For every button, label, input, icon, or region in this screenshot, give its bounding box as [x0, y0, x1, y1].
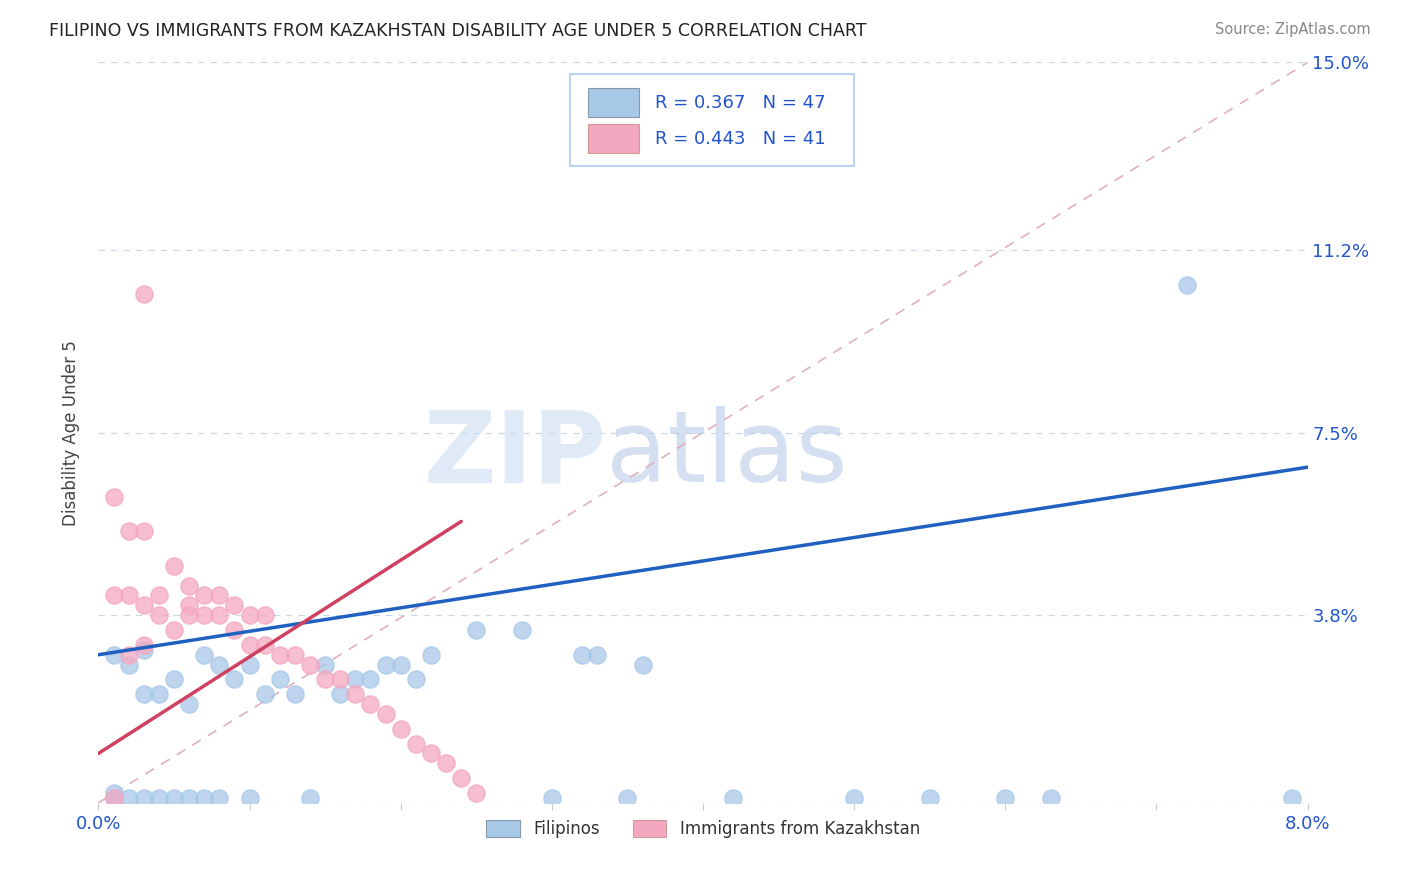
FancyBboxPatch shape	[588, 124, 638, 153]
Point	[118, 657, 141, 672]
Point	[163, 790, 186, 805]
Point	[994, 790, 1017, 805]
Point	[284, 687, 307, 701]
Point	[148, 589, 170, 603]
Point	[179, 599, 201, 613]
Point	[208, 790, 231, 805]
Point	[616, 790, 638, 805]
Point	[360, 673, 382, 687]
Point	[132, 687, 155, 701]
Point	[586, 648, 609, 662]
Point	[224, 599, 246, 613]
Point	[163, 673, 186, 687]
Point	[148, 687, 170, 701]
Y-axis label: Disability Age Under 5: Disability Age Under 5	[62, 340, 80, 525]
Point	[329, 687, 352, 701]
Point	[148, 608, 170, 623]
Point	[1281, 790, 1303, 805]
Point	[239, 608, 262, 623]
Point	[405, 673, 427, 687]
Point	[132, 524, 155, 539]
Text: R = 0.367   N = 47: R = 0.367 N = 47	[655, 95, 825, 112]
Point	[389, 722, 412, 736]
Point	[374, 657, 396, 672]
Point	[723, 790, 745, 805]
Point	[314, 657, 336, 672]
Point	[374, 706, 396, 721]
Point	[329, 673, 352, 687]
Point	[844, 790, 866, 805]
Point	[450, 771, 472, 785]
Point	[269, 648, 291, 662]
Point	[571, 648, 593, 662]
Point	[163, 623, 186, 637]
Point	[405, 737, 427, 751]
Point	[360, 697, 382, 711]
Legend: Filipinos, Immigrants from Kazakhstan: Filipinos, Immigrants from Kazakhstan	[478, 812, 928, 847]
Point	[465, 786, 488, 800]
Point	[208, 589, 231, 603]
Point	[465, 623, 488, 637]
Point	[118, 790, 141, 805]
Point	[179, 790, 201, 805]
Point	[344, 687, 367, 701]
Text: ZIP: ZIP	[423, 407, 606, 503]
Point	[299, 657, 322, 672]
Point	[918, 790, 941, 805]
Point	[239, 657, 262, 672]
Point	[132, 599, 155, 613]
Text: Source: ZipAtlas.com: Source: ZipAtlas.com	[1215, 22, 1371, 37]
Point	[132, 642, 155, 657]
Point	[253, 608, 276, 623]
Point	[148, 790, 170, 805]
Point	[118, 648, 141, 662]
Point	[132, 287, 155, 301]
Text: R = 0.443   N = 41: R = 0.443 N = 41	[655, 129, 825, 148]
Point	[179, 579, 201, 593]
Point	[239, 790, 262, 805]
Point	[103, 790, 125, 805]
Point	[193, 790, 215, 805]
Point	[193, 648, 215, 662]
Point	[103, 786, 125, 800]
Point	[389, 657, 412, 672]
Point	[163, 558, 186, 573]
Point	[253, 687, 276, 701]
Point	[1175, 277, 1198, 292]
Point	[631, 657, 654, 672]
Point	[118, 524, 141, 539]
Point	[284, 648, 307, 662]
Point	[103, 648, 125, 662]
Point	[103, 490, 125, 504]
Point	[118, 589, 141, 603]
Text: FILIPINO VS IMMIGRANTS FROM KAZAKHSTAN DISABILITY AGE UNDER 5 CORRELATION CHART: FILIPINO VS IMMIGRANTS FROM KAZAKHSTAN D…	[49, 22, 866, 40]
Point	[299, 790, 322, 805]
Point	[239, 638, 262, 652]
Point	[224, 673, 246, 687]
Point	[224, 623, 246, 637]
Point	[208, 657, 231, 672]
Text: atlas: atlas	[606, 407, 848, 503]
Point	[103, 790, 125, 805]
Point	[132, 638, 155, 652]
FancyBboxPatch shape	[588, 88, 638, 117]
Point	[179, 608, 201, 623]
Point	[193, 589, 215, 603]
Point	[540, 790, 562, 805]
Point	[344, 673, 367, 687]
Point	[179, 697, 201, 711]
Point	[1039, 790, 1062, 805]
Point	[103, 589, 125, 603]
Point	[434, 756, 457, 771]
Point	[269, 673, 291, 687]
Point	[193, 608, 215, 623]
Point	[510, 623, 533, 637]
Point	[253, 638, 276, 652]
Point	[420, 747, 443, 761]
Point	[208, 608, 231, 623]
Point	[314, 673, 336, 687]
Point	[420, 648, 443, 662]
FancyBboxPatch shape	[569, 73, 855, 166]
Point	[132, 790, 155, 805]
